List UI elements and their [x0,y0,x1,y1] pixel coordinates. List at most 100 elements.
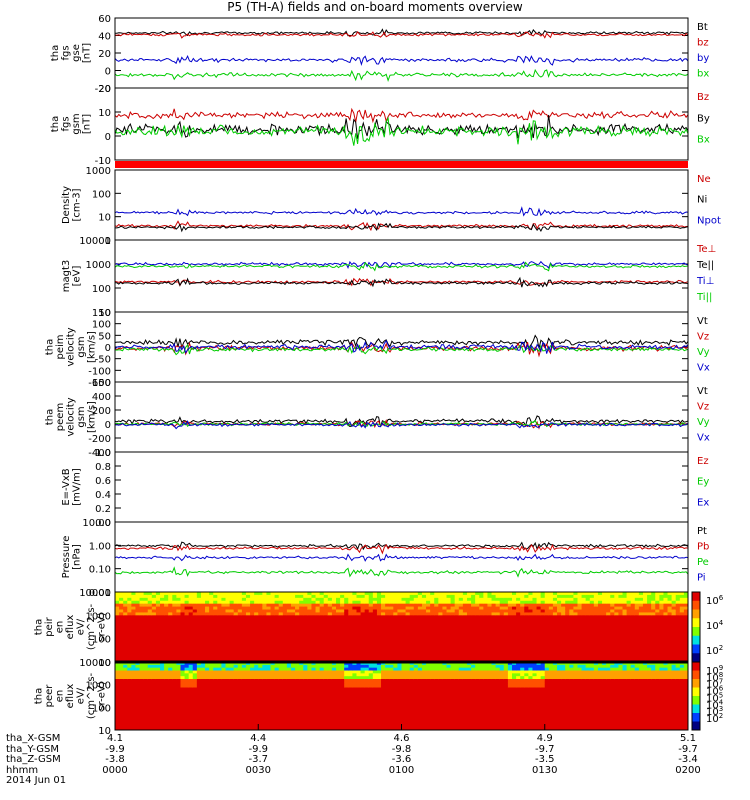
spectrogram-cell [393,638,398,643]
spectrogram-cell [507,635,513,640]
spectrogram-cell [626,656,632,660]
spectrogram-cell [209,673,214,677]
spectrogram-cell [466,638,472,643]
spectrogram-cell [270,621,276,625]
spectrogram-cell [548,644,554,648]
spectrogram-cell [217,656,222,660]
spectrogram-cell [245,644,251,648]
spectrogram-cell [675,618,681,622]
spectrogram-cell [151,707,157,711]
spectrogram-cell [282,615,288,619]
spectrogram-cell [278,618,284,622]
spectrogram-cell [495,627,501,631]
spectrogram-cell [262,707,267,711]
spectrogram-cell [245,715,251,720]
spectrogram-cell [147,715,153,720]
spectrogram-cell [254,664,259,669]
spectrogram-cell [401,632,407,637]
spectrogram-cell [638,597,644,602]
spectrogram-cell [331,724,337,728]
spectrogram-cell [139,621,145,625]
spectrogram-cell [184,727,190,731]
spectrogram-cell [115,635,120,640]
spectrogram-cell [336,632,341,637]
spectrogram-cell [479,624,484,628]
spectrogram-cell [569,647,574,651]
spectrogram-cell [115,609,120,613]
spectrogram-cell [217,647,222,651]
spectrogram-cell [143,681,149,686]
spectrogram-cell [679,638,685,643]
ytick-label: 10 [98,308,111,319]
spectrogram-cell [127,679,132,683]
spectrogram-cell [634,618,640,622]
spectrogram-cell [331,701,337,705]
spectrogram-cell [303,653,308,657]
spectrogram-cell [188,638,194,643]
spectrogram-cell [327,621,333,625]
spectrogram-cell [262,606,267,610]
spectrogram-cell [311,704,317,708]
spectrogram-cell [405,618,411,622]
spectrogram-cell [250,644,255,648]
spectrogram-cell [667,592,673,596]
spectrogram-cell [266,653,272,657]
spectrogram-cell [119,635,124,640]
spectrogram-cell [282,606,288,610]
spectrogram-cell [303,629,308,634]
spectrogram-cell [213,673,218,677]
spectrogram-cell [319,701,325,705]
spectrogram-cell [491,647,497,651]
spectrogram-cell [135,698,141,703]
spectrogram-cell [209,635,214,640]
ytick-label: -150 [88,378,111,389]
ytick-label: 0.0 [95,518,111,529]
spectrogram-cell [123,710,128,714]
spectrogram-cell [499,600,505,605]
spectrogram-cell [319,690,325,694]
spectrogram-cell [205,690,210,694]
spectrogram-cell [139,615,145,619]
spectrogram-cell [667,609,673,613]
spectrogram-cell [577,621,583,625]
spectrogram-cell [258,664,263,669]
spectrogram-cell [315,664,321,669]
spectrogram-cell [315,624,321,628]
spectrogram-cell [225,638,231,643]
spectrogram-cell [548,592,554,596]
spectrogram-cell [270,644,276,648]
spectrogram-cell [200,696,206,700]
spectrogram-cell [196,597,202,602]
spectrogram-cell [123,701,128,705]
spectrogram-cell [483,615,488,619]
spectrogram-cell [319,594,325,599]
spectrogram-cell [303,696,308,700]
spectrogram-cell [290,618,296,622]
spectrogram-cell [209,715,214,720]
spectrogram-cell [503,592,509,596]
spectrogram-cell [205,600,210,605]
spectrogram-cell [376,621,382,625]
spectrogram-cell [262,721,267,725]
spectrogram-cell [143,621,149,625]
spectrogram-cell [462,656,468,660]
spectrogram-cell [139,679,145,683]
spectrogram-cell [205,615,210,619]
spectrogram-cell [323,707,329,711]
spectrogram-cell [626,635,632,640]
spectrogram-cell [176,670,181,674]
spectrogram-cell [622,629,628,634]
spectrogram-cell [270,707,276,711]
spectrogram-cell [372,612,378,616]
spectrogram-cell [176,710,181,714]
spectrogram-cell [311,606,317,610]
spectrogram-cell [303,727,308,731]
spectrogram-cell [172,724,177,728]
spectrogram-cell [229,701,235,705]
spectrogram-cell [671,641,677,645]
spectrogram-cell [376,615,382,619]
spectrogram-cell [278,707,284,711]
spectrogram-cell [196,662,202,666]
spectrogram-cell [667,603,673,608]
spectrogram-cell [196,664,202,669]
